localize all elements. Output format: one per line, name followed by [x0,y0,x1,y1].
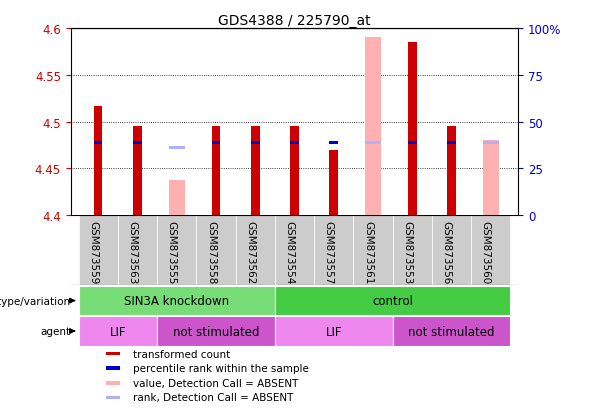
Text: GSM873557: GSM873557 [324,221,334,284]
Bar [447,141,456,144]
Bar [251,127,260,216]
Bar [211,141,220,144]
Bar [169,147,184,150]
Bar [107,396,120,399]
Text: not stimulated: not stimulated [408,325,495,338]
Bar [275,286,511,316]
Bar [393,317,511,346]
Bar [471,216,511,286]
Text: LIF: LIF [326,325,342,338]
Bar [275,317,393,346]
Text: GSM873556: GSM873556 [442,221,452,284]
Bar [94,107,102,216]
Bar [365,141,381,144]
Bar [107,381,120,385]
Bar [133,141,142,144]
Bar [78,286,275,316]
Bar [78,317,157,346]
Text: SIN3A knockdown: SIN3A knockdown [124,294,229,307]
Text: GSM873559: GSM873559 [88,221,98,284]
Text: GSM873555: GSM873555 [167,221,177,284]
Text: control: control [372,294,413,307]
Text: GSM873553: GSM873553 [402,221,412,284]
Bar [290,141,299,144]
Bar [353,216,393,286]
Bar [107,352,120,356]
Bar [329,141,338,144]
Bar [432,216,471,286]
Bar [483,141,499,216]
Text: GSM873558: GSM873558 [206,221,216,284]
Bar [314,216,353,286]
Bar [157,216,196,286]
Text: percentile rank within the sample: percentile rank within the sample [133,363,309,373]
Title: GDS4388 / 225790_at: GDS4388 / 225790_at [218,14,371,28]
Text: value, Detection Call = ABSENT: value, Detection Call = ABSENT [133,378,299,388]
Bar [118,216,157,286]
Text: GSM873560: GSM873560 [481,221,491,284]
Bar [94,141,102,144]
Text: GSM873561: GSM873561 [363,221,373,284]
Bar [169,180,184,216]
Bar [408,141,416,144]
Text: LIF: LIF [110,325,126,338]
Bar [290,127,299,216]
Bar [483,141,499,144]
Bar [447,127,456,216]
Bar [133,127,142,216]
Bar [393,216,432,286]
Bar [211,127,220,216]
Bar [78,216,118,286]
Bar [408,43,416,216]
Bar [196,216,236,286]
Bar [329,150,338,216]
Bar [275,216,314,286]
Text: GSM873554: GSM873554 [284,221,294,284]
Text: GSM873563: GSM873563 [127,221,137,284]
Text: agent: agent [40,326,70,336]
Text: GSM873562: GSM873562 [245,221,255,284]
Bar [107,366,120,370]
Text: genotype/variation: genotype/variation [0,296,70,306]
Text: transformed count: transformed count [133,349,231,358]
Bar [236,216,275,286]
Bar [251,141,260,144]
Bar [157,317,275,346]
Text: not stimulated: not stimulated [173,325,259,338]
Text: rank, Detection Call = ABSENT: rank, Detection Call = ABSENT [133,392,294,402]
Bar [365,38,381,216]
